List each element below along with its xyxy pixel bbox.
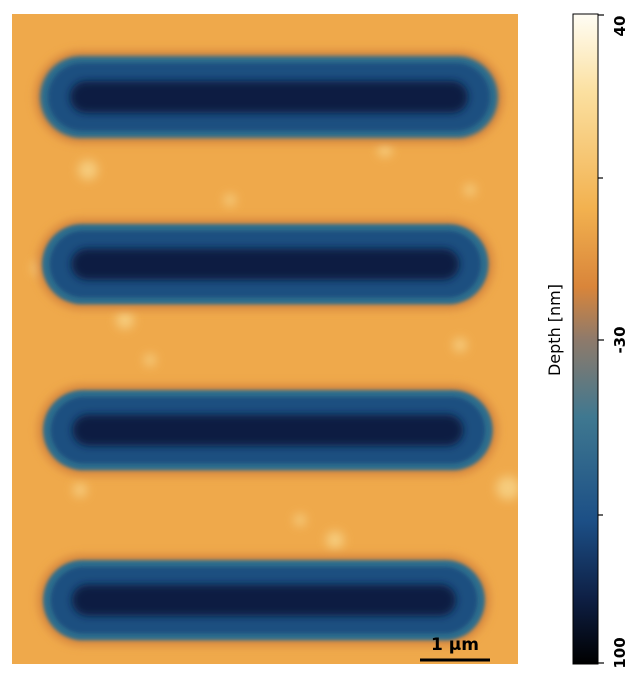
afm-image: [12, 14, 520, 664]
colorbar-tick-label: 40: [611, 16, 628, 37]
afm-figure: 1 μm 40 -30 100 Depth [nm]: [0, 0, 628, 677]
page: 1 μm 40 -30 100 Depth [nm] (() => { cons…: [0, 0, 628, 677]
colorbar-tick-label: 100: [611, 637, 628, 668]
colorbar-ticks: [598, 15, 604, 663]
colorbar-label: Depth [nm]: [545, 284, 564, 376]
scale-bar-label: 1 μm: [431, 635, 479, 655]
colorbar-tick-label: -30: [611, 326, 628, 353]
colorbar: [573, 14, 598, 664]
